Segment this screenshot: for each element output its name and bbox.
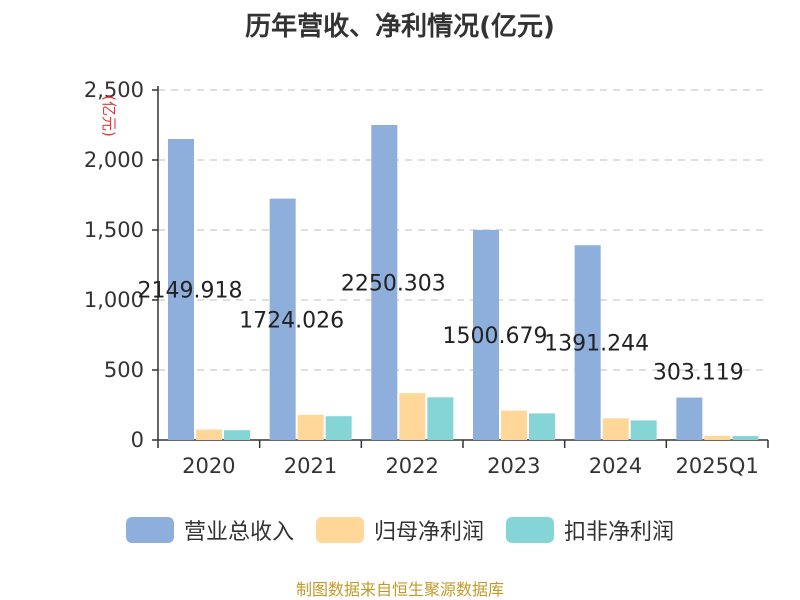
y-tick-label: 1,000	[84, 288, 144, 312]
bar-revenue	[269, 198, 296, 440]
legend-item-deducted-profit[interactable]: 扣非净利润	[506, 514, 674, 546]
bar-revenue	[473, 229, 499, 440]
legend-label-revenue: 营业总收入	[183, 520, 294, 545]
bar-revenue	[676, 397, 703, 440]
legend-swatch-deducted-profit	[506, 517, 554, 543]
bar-deducted_profit	[732, 436, 759, 440]
bar-deducted_profit	[224, 430, 250, 440]
legend-swatch-net-profit	[315, 517, 364, 543]
bar-net_profit	[196, 429, 222, 440]
source-note: 制图数据来自恒生聚源数据库	[295, 580, 504, 599]
y-tick-label: 2,500	[84, 78, 144, 102]
bar-net_profit	[704, 435, 731, 440]
legend-item-revenue[interactable]: 营业总收入	[125, 514, 294, 546]
y-tick-label: 0	[131, 428, 144, 452]
bar-deducted_profit	[529, 413, 555, 440]
bar-revenue	[574, 245, 601, 440]
bar-net_profit	[297, 414, 324, 440]
bar-deducted_profit	[630, 420, 657, 440]
bar-revenue	[371, 124, 398, 440]
bar-deducted_profit	[427, 397, 454, 440]
y-tick-label: 500	[104, 358, 144, 382]
x-tick-label: 2023	[487, 454, 540, 478]
legend: 营业总收入 归母净利润 扣非净利润	[0, 514, 800, 546]
bar-net_profit	[399, 393, 426, 440]
legend-label-deducted-profit: 扣非净利润	[564, 520, 675, 545]
data-label: 1391.244	[544, 332, 649, 357]
bar-net_profit	[501, 410, 527, 440]
chart-title: 历年营收、净利情况(亿元)	[245, 12, 555, 42]
data-label: 1724.026	[239, 308, 344, 333]
data-label: 1500.679	[443, 324, 548, 349]
bar-deducted_profit	[325, 416, 352, 440]
x-tick-label: 2021	[284, 454, 337, 478]
x-tick-label: 2024	[589, 454, 642, 478]
x-tick-label: 2022	[385, 454, 438, 478]
bar-revenue	[168, 139, 194, 440]
legend-swatch-revenue	[125, 517, 174, 543]
data-label: 2149.918	[138, 279, 243, 304]
legend-item-net-profit[interactable]: 归母净利润	[315, 514, 484, 546]
data-label: 303.119	[653, 361, 744, 386]
x-tick-label: 2020	[182, 454, 235, 478]
x-tick-label: 2025Q1	[675, 454, 758, 478]
y-axis-label: (亿元)	[100, 95, 118, 137]
y-tick-label: 1,500	[84, 218, 144, 242]
data-label: 2250.303	[341, 271, 446, 296]
legend-label-net-profit: 归母净利润	[373, 520, 484, 545]
bar-net_profit	[602, 418, 629, 440]
y-tick-label: 2,000	[84, 148, 144, 172]
